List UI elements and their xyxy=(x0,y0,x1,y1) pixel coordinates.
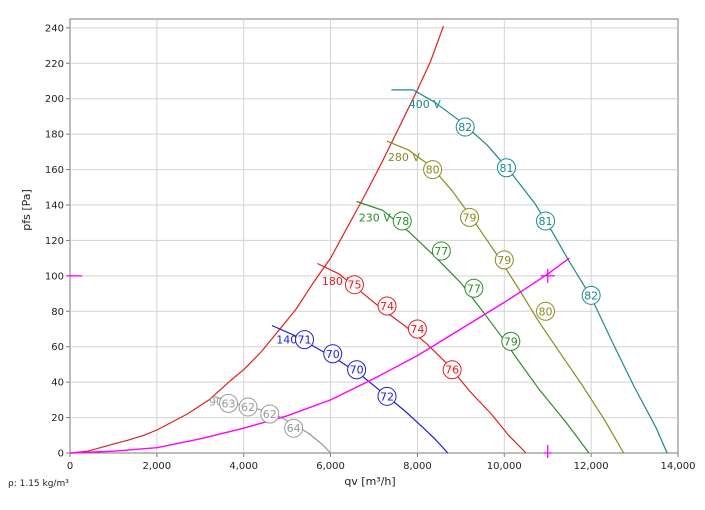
noise-level-label: 64 xyxy=(287,422,301,435)
noise-marker-circle xyxy=(423,160,443,180)
noise-marker-circle xyxy=(238,397,258,417)
noise-marker-circle xyxy=(494,250,514,270)
y-tick-label: 120 xyxy=(45,236,64,247)
noise-marker-circle xyxy=(377,386,397,406)
noise-level-label: 80 xyxy=(539,305,553,318)
x-tick-label: 12,000 xyxy=(574,461,609,472)
noise-marker-circle xyxy=(501,331,521,351)
y-tick-label: 80 xyxy=(51,307,64,318)
noise-marker-circle xyxy=(431,241,451,261)
noise-marker-circle xyxy=(260,404,280,424)
noise-level-label: 79 xyxy=(497,254,511,267)
noise-marker-circle xyxy=(377,296,397,316)
y-axis-ticks: 0 20 40 60 80 100 120 140 160 180 200 220 240 xyxy=(45,23,70,460)
noise-level-label: 79 xyxy=(504,335,518,348)
noise-marker-circle xyxy=(344,275,364,295)
noise-level-label: 62 xyxy=(263,408,277,421)
fan-curve-label: 400 V xyxy=(409,98,441,111)
y-axis-title: pfs [Pa] xyxy=(20,189,33,231)
noise-level-label: 78 xyxy=(395,215,409,228)
y-tick-label: 220 xyxy=(45,59,64,70)
noise-level-label: 82 xyxy=(458,121,472,134)
noise-level-label: 70 xyxy=(326,348,340,361)
fan-curve-label: 230 V xyxy=(359,211,391,224)
noise-level-label: 81 xyxy=(499,162,513,175)
x-tick-label: 14,000 xyxy=(661,461,696,472)
markers: 82 81 81 82 80 79 79 80 78 77 77 79 75 74 74 76 71 70 70 72… xyxy=(67,117,601,458)
noise-level-label: 77 xyxy=(434,245,448,258)
noise-level-label: 70 xyxy=(350,364,364,377)
noise-marker-circle xyxy=(407,319,427,339)
fan-curve-line xyxy=(213,395,332,454)
noise-marker-circle xyxy=(347,360,367,380)
noise-marker-circle xyxy=(460,207,480,227)
noise-marker-circle xyxy=(442,360,462,380)
y-tick-label: 200 xyxy=(45,94,64,105)
noise-level-label: 71 xyxy=(298,334,312,347)
noise-marker-circle xyxy=(219,393,239,413)
max-pressure-curve xyxy=(69,25,445,454)
noise-marker-circle xyxy=(455,117,475,137)
x-tick-label: 10,000 xyxy=(487,461,522,472)
x-tick-label: 6,000 xyxy=(316,461,345,472)
noise-level-label: 62 xyxy=(241,401,255,414)
noise-marker-circle xyxy=(496,158,516,178)
noise-level-label: 79 xyxy=(463,211,477,224)
noise-marker-circle xyxy=(295,330,315,350)
system-curve xyxy=(69,257,570,454)
y-tick-label: 180 xyxy=(45,130,64,141)
noise-marker-circle xyxy=(536,301,556,321)
noise-marker-circle xyxy=(284,418,304,438)
y-tick-label: 0 xyxy=(58,449,64,460)
fan-curve-label: 280 V xyxy=(388,151,420,164)
x-axis-ticks: 0 2,000 4,000 6,000 8,000 10,000 12,000 14,000 xyxy=(67,453,696,472)
y-tick-label: 240 xyxy=(45,23,64,34)
y-tick-label: 100 xyxy=(45,271,64,282)
x-axis-title: qv [m³/h] xyxy=(344,475,395,488)
density-note: ρ: 1.15 kg/m³ xyxy=(8,479,69,489)
noise-marker-circle xyxy=(464,278,484,298)
y-tick-label: 140 xyxy=(45,201,64,212)
noise-level-label: 74 xyxy=(380,300,394,313)
noise-marker-circle xyxy=(581,285,601,305)
x-tick-label: 4,000 xyxy=(229,461,258,472)
y-tick-label: 40 xyxy=(51,378,64,389)
noise-level-label: 82 xyxy=(584,289,598,302)
noise-level-label: 80 xyxy=(426,164,440,177)
noise-marker-circle xyxy=(536,211,556,231)
y-tick-label: 20 xyxy=(51,413,64,424)
noise-marker-circle xyxy=(323,344,343,364)
grid-lines xyxy=(70,19,678,453)
noise-level-label: 72 xyxy=(380,390,394,403)
noise-level-label: 75 xyxy=(347,279,361,292)
noise-level-label: 77 xyxy=(467,282,481,295)
y-tick-label: 160 xyxy=(45,165,64,176)
x-tick-label: 0 xyxy=(67,461,73,472)
y-tick-label: 60 xyxy=(51,342,64,353)
noise-level-label: 74 xyxy=(410,323,424,336)
noise-marker-circle xyxy=(392,211,412,231)
x-tick-label: 2,000 xyxy=(143,461,172,472)
noise-level-label: 76 xyxy=(445,364,459,377)
x-tick-label: 8,000 xyxy=(403,461,432,472)
noise-level-label: 81 xyxy=(539,215,553,228)
noise-level-label: 63 xyxy=(222,397,236,410)
plot-area xyxy=(69,18,679,454)
